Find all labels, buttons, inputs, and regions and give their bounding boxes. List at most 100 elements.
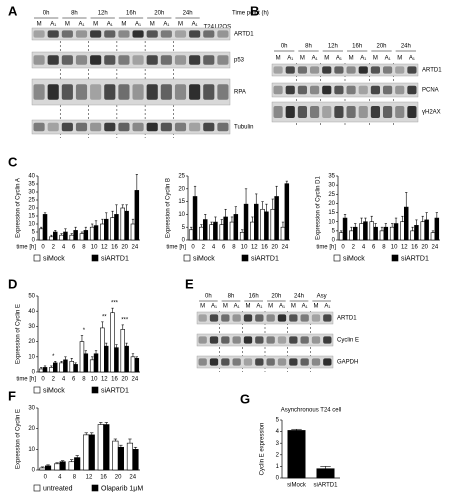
lane-label: A₁ <box>287 56 293 62</box>
legend-label: siARTD1 <box>251 255 279 262</box>
x-tick-label: 0 <box>41 245 45 251</box>
blot-band <box>104 30 116 38</box>
time-point: 16h <box>126 11 136 17</box>
blot-band <box>255 358 264 366</box>
bar <box>223 216 228 241</box>
bar <box>88 434 95 471</box>
bar <box>73 230 78 241</box>
blot-band <box>273 106 283 118</box>
blot-band <box>255 336 264 344</box>
blot-band <box>395 106 405 118</box>
lane-label: M <box>397 56 402 62</box>
y-axis-label: Cyclin E expression <box>260 423 266 476</box>
bar <box>89 226 95 241</box>
x-tick-label: 0 <box>41 377 45 383</box>
bar <box>124 210 129 241</box>
blot-band <box>243 336 253 344</box>
bar <box>97 424 104 471</box>
blot-band <box>322 106 332 118</box>
blot-band <box>198 314 207 322</box>
y-tick-label: 5 <box>182 225 186 231</box>
time-point: 24h <box>183 11 193 17</box>
x-tick-label: 10 <box>91 377 98 383</box>
y-tick-label: 0 <box>32 238 36 244</box>
bar <box>254 203 259 241</box>
blot-band <box>277 314 287 322</box>
legend-label: siARTD1 <box>101 387 129 394</box>
blot-band <box>217 122 229 132</box>
bar <box>110 312 115 373</box>
bar <box>316 468 335 479</box>
blot-band <box>322 85 332 95</box>
x-tick-label: 4 <box>62 377 66 383</box>
x-tick-label: 10 <box>391 245 398 251</box>
x-tick-label: siARTD1 <box>314 483 339 489</box>
y-tick-label: 15 <box>328 210 335 216</box>
y-axis-label: Expression of Cyclin E <box>16 409 22 469</box>
x-tick-label: 16 <box>100 475 107 481</box>
x-tick-label: 8 <box>232 245 236 251</box>
bar <box>79 341 85 373</box>
bar <box>68 461 75 471</box>
bar <box>192 196 198 241</box>
blot-band <box>118 55 130 65</box>
bar <box>389 226 395 241</box>
blot-band <box>146 122 158 132</box>
bar <box>59 362 64 373</box>
lane-label: A₁ <box>192 22 198 28</box>
legend-label: Olaparib 1μM <box>101 485 143 492</box>
x-tick-label: 12 <box>86 475 93 481</box>
blot-band <box>358 66 368 74</box>
y-tick-label: 10 <box>28 354 35 360</box>
bar <box>420 221 426 241</box>
lane-label: M <box>37 22 42 28</box>
bar <box>104 345 109 373</box>
panel-letter: D <box>8 276 17 291</box>
blot-band <box>160 122 172 132</box>
blot-band <box>266 314 275 322</box>
blot-band <box>383 66 393 74</box>
x-tick-label: 0 <box>341 245 345 251</box>
blot-band <box>33 84 45 100</box>
x-tick-label: 12 <box>101 377 108 383</box>
blot-band <box>217 30 229 38</box>
bar <box>280 226 286 241</box>
blot-band <box>160 84 172 100</box>
blot-row-label: γH2AX <box>422 110 441 116</box>
blot-band <box>75 55 88 65</box>
bar <box>54 463 61 471</box>
blot-band <box>132 55 144 65</box>
blot-band <box>198 336 207 344</box>
blot-band <box>383 85 393 95</box>
blot-band <box>300 314 309 322</box>
bar <box>83 353 89 373</box>
y-tick-label: 5 <box>32 230 36 236</box>
legend-swatch <box>91 484 99 492</box>
time-point: 8h <box>305 44 312 50</box>
blot-strip <box>31 78 231 106</box>
legend-swatch <box>91 386 99 394</box>
time-point: 0h <box>281 44 288 50</box>
x-tick-label: 20 <box>115 475 122 481</box>
blot-band <box>203 55 215 65</box>
x-tick-label: 4 <box>58 475 62 481</box>
y-tick-label: 25 <box>328 192 335 198</box>
bar <box>104 218 109 241</box>
blot-band <box>61 55 73 65</box>
bar <box>373 226 378 241</box>
blot-band <box>289 336 298 344</box>
blot-strip <box>31 27 231 41</box>
lane-label: M <box>150 22 155 28</box>
blot-band <box>310 106 320 118</box>
blot-band <box>300 336 309 344</box>
blot-band <box>118 84 130 100</box>
blot-band <box>61 122 73 132</box>
time-point: 16h <box>352 44 362 50</box>
blot-band <box>160 55 172 65</box>
lane-label: M <box>121 22 126 28</box>
bar <box>393 223 399 241</box>
blot-band <box>395 66 405 74</box>
x-axis-label: time [h] <box>166 245 186 251</box>
time-point: 24h <box>401 44 411 50</box>
x-tick-label: 12 <box>401 245 408 251</box>
